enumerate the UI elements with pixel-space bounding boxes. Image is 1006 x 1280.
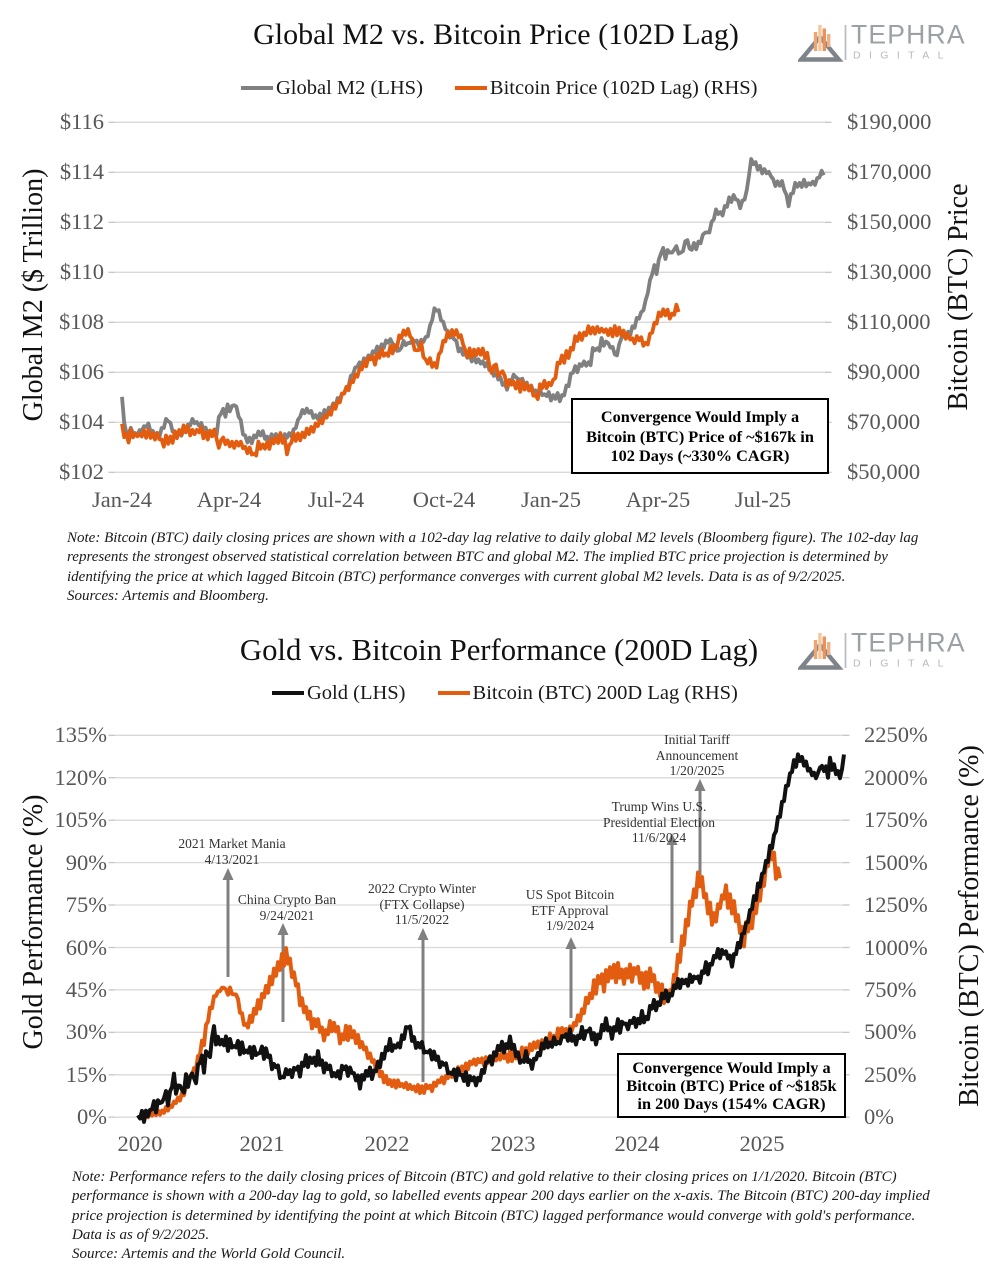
svg-text:TEPHRA: TEPHRA — [851, 627, 966, 657]
svg-text:TEPHRA: TEPHRA — [851, 19, 966, 49]
svg-text:DIGITAL: DIGITAL — [853, 657, 952, 669]
svg-text:DIGITAL: DIGITAL — [853, 49, 952, 61]
